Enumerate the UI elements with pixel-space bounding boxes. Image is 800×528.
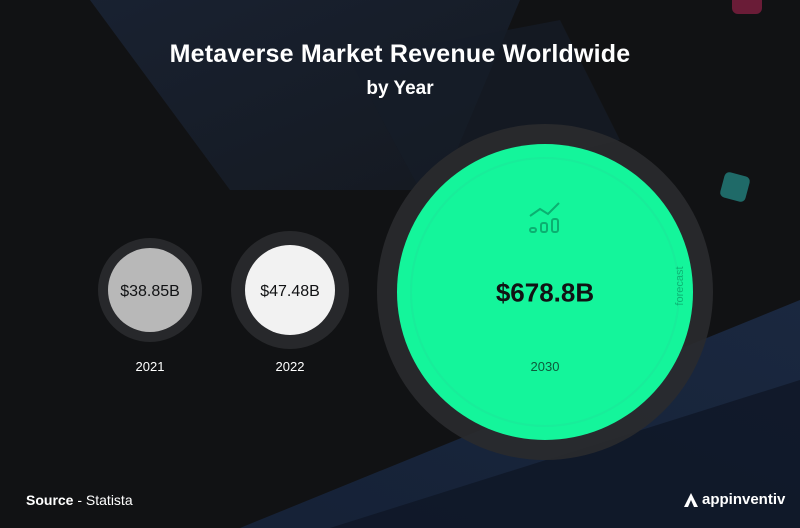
value-label-2030: $678.8B xyxy=(496,277,594,307)
trend-chart-icon xyxy=(529,202,560,233)
appinventiv-logo-icon xyxy=(684,492,698,507)
brand-logo: appinventiv xyxy=(683,491,785,508)
source-label: Source xyxy=(26,492,74,508)
value-label-2022: $47.48B xyxy=(260,283,320,300)
bubble-inner-ring-2030 xyxy=(410,157,680,427)
source-note: Source - Statista xyxy=(26,492,133,508)
forecast-annotation: forecast xyxy=(674,266,686,305)
source-name: Statista xyxy=(85,492,133,508)
chart-subtitle: by Year xyxy=(366,78,434,99)
category-label-2030: 2030 xyxy=(531,359,560,374)
bubble-2030 xyxy=(397,144,693,440)
source-separator: - xyxy=(73,492,86,508)
bubble-2022 xyxy=(245,245,335,335)
category-label-2021: 2021 xyxy=(136,359,165,374)
category-label-2022: 2022 xyxy=(276,359,305,374)
value-label-2021: $38.85B xyxy=(120,283,180,300)
bubble-2021 xyxy=(108,248,192,332)
decor-square-magenta xyxy=(732,0,762,14)
chart-title: Metaverse Market Revenue Worldwide xyxy=(169,40,631,68)
decor-square-teal xyxy=(720,172,750,202)
brand-name: appinventiv xyxy=(702,491,786,508)
